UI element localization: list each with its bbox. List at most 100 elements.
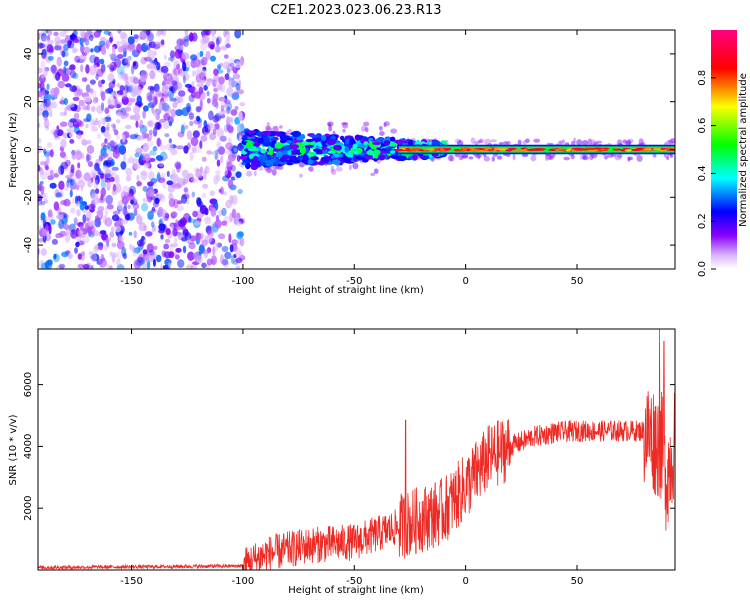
heatmap-cell xyxy=(149,59,155,64)
heatmap-cell xyxy=(196,115,201,122)
heatmap-cell xyxy=(185,60,190,71)
heatmap-cell xyxy=(279,157,287,162)
heatmap-cell xyxy=(431,140,441,147)
heatmap-cell xyxy=(187,240,195,245)
heatmap-cell xyxy=(163,78,171,85)
heatmap-cell xyxy=(46,83,50,91)
heatmap-cell xyxy=(200,69,207,76)
heatmap-cell xyxy=(170,97,177,102)
heatmap-cell xyxy=(125,175,132,182)
x-tick-label: -100 xyxy=(232,276,255,287)
heatmap-cell xyxy=(100,63,106,73)
heatmap-cell xyxy=(50,87,57,98)
heatmap-cell xyxy=(144,153,151,162)
heatmap-cell xyxy=(72,72,79,79)
heatmap-cell xyxy=(180,124,185,135)
heatmap-cell xyxy=(38,145,42,151)
heatmap-cell xyxy=(326,138,337,146)
heatmap-cell xyxy=(175,109,184,117)
heatmap-cell xyxy=(97,120,101,129)
heatmap-cell xyxy=(313,148,322,152)
heatmap-cell xyxy=(158,228,165,234)
heatmap-cell xyxy=(176,63,181,70)
heatmap-cell xyxy=(220,104,224,112)
heatmap-cell xyxy=(352,143,358,149)
heatmap-cell xyxy=(57,80,66,89)
heatmap-cell xyxy=(157,206,164,216)
heatmap-cell xyxy=(79,224,84,232)
heatmap-cell xyxy=(116,54,124,59)
colorbar-tick-label: 0.8 xyxy=(697,70,708,86)
heatmap-cell xyxy=(205,30,211,36)
heatmap-cell xyxy=(100,179,106,190)
heatmap-cell xyxy=(491,156,495,162)
heatmap-cell xyxy=(96,133,102,140)
heatmap-cell xyxy=(625,141,632,145)
heatmap-cell xyxy=(512,154,516,161)
heatmap-cell xyxy=(38,225,44,231)
heatmap-cell xyxy=(172,66,177,77)
heatmap-cell xyxy=(389,136,396,143)
heatmap-cell xyxy=(95,73,99,81)
heatmap-cell xyxy=(157,177,166,184)
heatmap-cell xyxy=(106,181,111,191)
heatmap-cell xyxy=(133,34,139,40)
heatmap-cell xyxy=(468,156,474,160)
heatmap-cell xyxy=(86,113,92,122)
heatmap-cell xyxy=(42,192,48,201)
heatmap-cell xyxy=(274,142,284,149)
heatmap-cell xyxy=(220,254,224,264)
heatmap-cell xyxy=(226,125,234,133)
heatmap-cell xyxy=(454,148,460,152)
heatmap-cell xyxy=(389,142,398,146)
heatmap-cell xyxy=(152,145,158,152)
heatmap-cell xyxy=(327,150,336,154)
x-tick-label: 0 xyxy=(462,276,468,287)
heatmap-cell xyxy=(69,168,75,177)
heatmap-cell xyxy=(120,40,128,46)
heatmap-cell xyxy=(160,65,169,74)
heatmap-cell xyxy=(40,60,46,69)
heatmap-cell xyxy=(298,156,304,161)
heatmap-cell xyxy=(46,44,54,53)
heatmap-cell xyxy=(56,125,60,130)
heatmap-cell xyxy=(133,163,141,170)
snr-xlabel: Height of straight line (km) xyxy=(288,585,424,596)
heatmap-cell xyxy=(136,256,144,263)
heatmap-cell xyxy=(571,147,585,150)
heatmap-cell xyxy=(58,219,64,230)
heatmap-cell xyxy=(218,233,226,240)
figure-title: C2E1.2023.023.06.23.R13 xyxy=(270,3,441,18)
heatmap-cell xyxy=(209,132,217,141)
spectrogram-ylabel: Frequency (Hz) xyxy=(8,112,19,188)
heatmap-cell xyxy=(135,147,143,153)
heatmap-cell xyxy=(98,156,103,161)
heatmap-cell xyxy=(168,138,172,144)
heatmap-cell xyxy=(193,145,201,154)
heatmap-cell xyxy=(216,36,222,45)
heatmap-cell xyxy=(57,59,62,65)
heatmap-cell xyxy=(579,154,584,160)
heatmap-cell xyxy=(490,139,497,143)
heatmap-cell xyxy=(124,124,132,130)
heatmap-cell xyxy=(122,72,127,82)
heatmap-cell xyxy=(291,155,297,162)
heatmap-cell xyxy=(204,216,212,225)
heatmap-cell xyxy=(121,92,128,100)
heatmap-cell xyxy=(38,32,41,41)
heatmap-cell xyxy=(61,50,66,58)
heatmap-cell xyxy=(89,88,94,94)
heatmap-cell xyxy=(64,83,72,88)
heatmap-cell xyxy=(165,228,171,236)
heatmap-cell xyxy=(100,64,106,74)
heatmap-cell xyxy=(82,219,86,225)
heatmap-cell xyxy=(168,192,174,201)
heatmap-cell xyxy=(139,119,143,129)
heatmap-cell xyxy=(237,89,245,95)
heatmap-cell xyxy=(497,148,508,151)
heatmap-cell xyxy=(181,225,187,231)
heatmap-cell xyxy=(55,192,63,198)
heatmap-cell xyxy=(198,244,205,255)
heatmap-cell xyxy=(308,166,314,172)
heatmap-cell xyxy=(110,158,115,167)
